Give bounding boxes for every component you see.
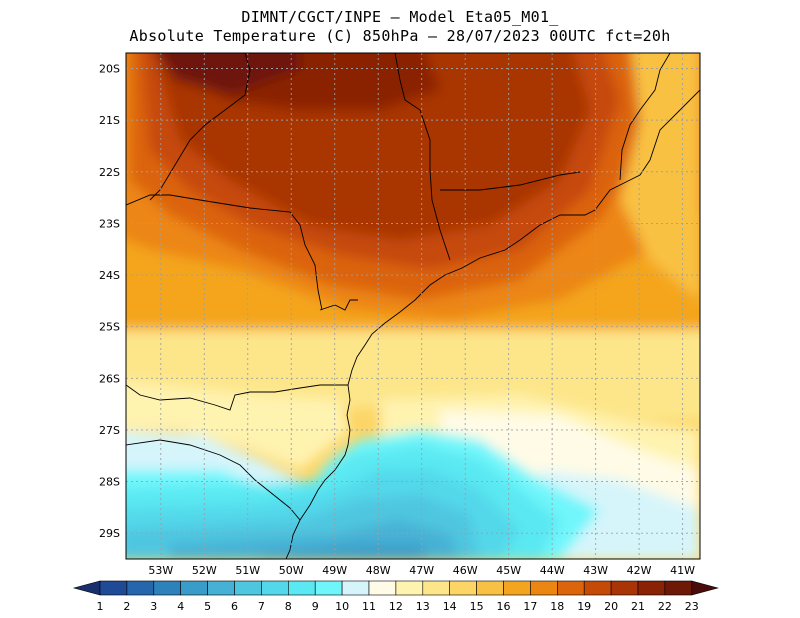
lon-label: 53W — [148, 564, 173, 577]
colorbar-cell — [261, 580, 289, 596]
colorbar-cell — [422, 580, 450, 596]
colorbar-cell — [395, 580, 424, 596]
lon-label: 41W — [670, 564, 695, 577]
colorbar-cell — [664, 580, 693, 596]
lat-label: 25S — [99, 321, 120, 334]
colorbar-label: 5 — [204, 600, 211, 613]
lon-label: 50W — [279, 564, 304, 577]
colorbar-cell — [583, 580, 612, 596]
longitude-labels: 53W 52W 51W 50W 49W 48W 47W 46W 45W 44W 43W 42W 41W — [148, 564, 695, 577]
coastline-borders — [126, 53, 700, 559]
colorbar-cell — [368, 580, 397, 596]
colorbar-label: 4 — [177, 600, 184, 613]
colorbar-label: 14 — [443, 600, 457, 613]
lon-label: 51W — [235, 564, 260, 577]
colorbar-cell — [314, 580, 343, 596]
grid-lines — [126, 53, 700, 559]
colorbar-label: 21 — [631, 600, 645, 613]
colorbar-cell — [556, 580, 585, 596]
lat-label: 20S — [99, 62, 120, 75]
lon-label: 52W — [192, 564, 217, 577]
colorbar-label: 6 — [231, 600, 238, 613]
lon-label: 46W — [453, 564, 478, 577]
colorbar-label: 13 — [416, 600, 430, 613]
colorbar-label: 23 — [685, 600, 699, 613]
colorbar-cell — [449, 580, 477, 596]
colorbar-label: 18 — [550, 600, 564, 613]
colorbar-cell — [234, 580, 262, 596]
lon-label: 42W — [627, 564, 652, 577]
lon-label: 48W — [366, 564, 391, 577]
lon-label: 47W — [409, 564, 434, 577]
colorbar-cell — [207, 580, 235, 596]
colorbar-label: 11 — [362, 600, 376, 613]
colorbar-label: 2 — [123, 600, 130, 613]
colorbar-labels: 1 2 3 4 5 6 7 8 9 10 11 12 13 14 15 16 17 18 19 20 21 22 23 — [97, 600, 699, 613]
lat-label: 29S — [99, 527, 120, 540]
colorbar-cell — [180, 580, 208, 596]
lat-label: 24S — [99, 269, 120, 282]
lat-label: 28S — [99, 476, 120, 489]
colorbar-cell — [476, 580, 504, 596]
colorbar-label: 19 — [577, 600, 591, 613]
colorbar-cell — [126, 580, 155, 596]
colorbar-label: 8 — [285, 600, 292, 613]
colorbar-cell — [341, 580, 370, 596]
colorbar — [72, 580, 719, 596]
latitude-labels: 20S 21S 22S 23S 24S 25S 26S 27S 28S 29S — [99, 62, 120, 540]
title-line-2: Absolute Temperature (C) 850hPa – 28/07/… — [129, 27, 671, 45]
lon-label: 43W — [583, 564, 608, 577]
lat-label: 22S — [99, 166, 120, 179]
lat-label: 27S — [99, 424, 120, 437]
colorbar-label: 9 — [312, 600, 319, 613]
colorbar-label: 17 — [523, 600, 537, 613]
lon-label: 49W — [322, 564, 347, 577]
colorbar-label: 1 — [97, 600, 104, 613]
colorbar-cell — [99, 580, 128, 596]
colorbar-cell — [287, 580, 316, 596]
colorbar-cell — [530, 580, 558, 596]
lon-label: 45W — [496, 564, 521, 577]
colorbar-label: 20 — [604, 600, 618, 613]
colorbar-cell — [503, 580, 531, 596]
colorbar-cell — [610, 580, 639, 596]
colorbar-label: 12 — [389, 600, 403, 613]
lat-label: 21S — [99, 114, 120, 127]
plot-frame — [125, 52, 701, 560]
lat-label: 26S — [99, 372, 120, 385]
colorbar-cell — [153, 580, 182, 596]
colorbar-label: 10 — [335, 600, 349, 613]
title-line-1: DIMNT/CGCT/INPE – Model Eta05_M01_ — [241, 8, 559, 26]
lat-label: 23S — [99, 217, 120, 230]
colorbar-cell — [637, 580, 666, 596]
colorbar-label: 22 — [658, 600, 672, 613]
colorbar-label: 16 — [497, 600, 511, 613]
colorbar-label: 15 — [470, 600, 484, 613]
lon-label: 44W — [540, 564, 565, 577]
colorbar-label: 7 — [258, 600, 265, 613]
temperature-field — [126, 53, 700, 559]
colorbar-right-arrow — [691, 580, 719, 596]
colorbar-label: 3 — [150, 600, 157, 613]
colorbar-left-arrow — [72, 580, 101, 596]
